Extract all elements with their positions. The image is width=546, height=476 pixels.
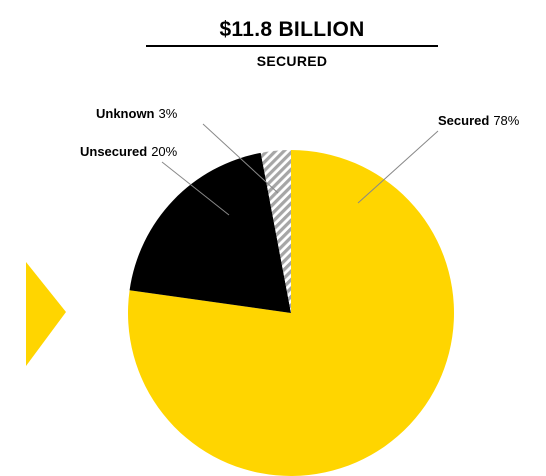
leader-line-secured <box>357 130 439 204</box>
chart-subtitle: SECURED <box>256 53 328 69</box>
leader-line-unsecured <box>161 161 230 216</box>
leader-line-unknown <box>202 123 279 194</box>
pie-slice-unsecured <box>129 152 291 313</box>
title-divider <box>146 45 438 47</box>
pie-slice-unknown <box>260 150 291 313</box>
slice-label-name: Unsecured <box>80 144 147 159</box>
slice-label-value: 20% <box>151 144 177 159</box>
arrow-indicator <box>26 262 66 366</box>
chart-title: $11.8 BILLION <box>219 18 365 41</box>
slice-label-value: 78% <box>493 113 519 128</box>
slice-label-unknown: Unknown 3% <box>96 106 178 121</box>
slice-label-value: 3% <box>159 106 178 121</box>
slice-label-secured: Secured 78% <box>438 113 520 128</box>
slice-label-name: Unknown <box>96 106 155 121</box>
slice-label-name: Secured <box>438 113 489 128</box>
slice-label-unsecured: Unsecured 20% <box>80 144 178 159</box>
